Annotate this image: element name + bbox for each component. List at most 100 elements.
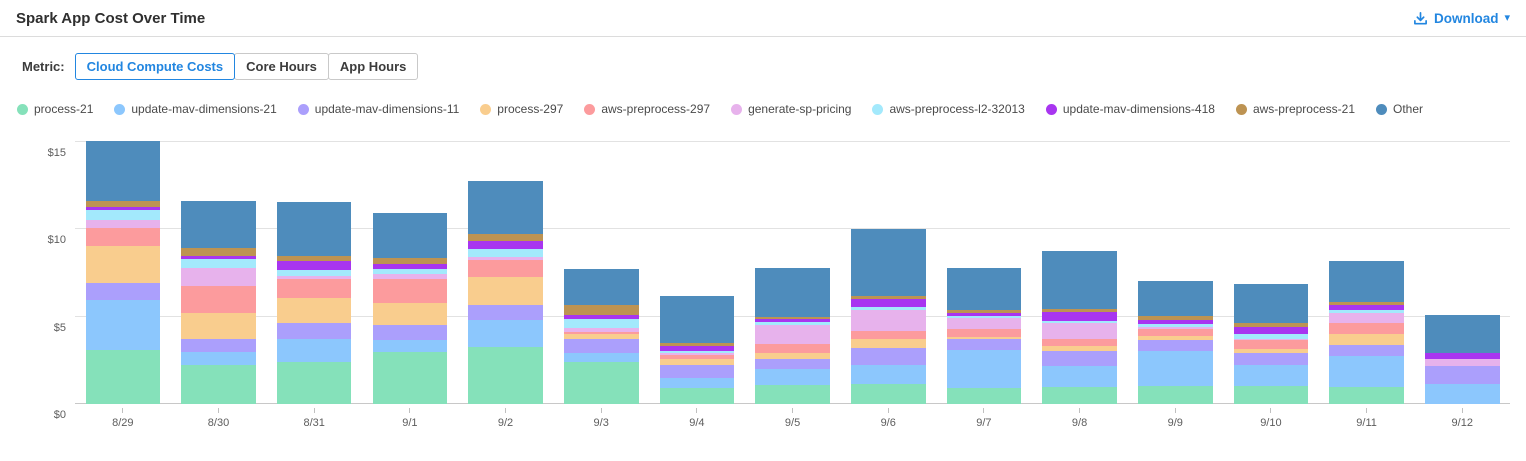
bar-segment-9-8-other[interactable] (1042, 251, 1117, 309)
bar-segment-9-10-process-297[interactable] (1233, 349, 1309, 354)
bar-segment-9-3-aws-preprocess-21[interactable] (563, 305, 639, 315)
bar-segment-8-29-process-297[interactable] (85, 245, 161, 283)
bar-segment-8-29-update-mav-dimensions-418[interactable] (85, 206, 161, 211)
bar-segment-8-30-aws-preprocess-21[interactable] (181, 247, 256, 256)
bar-segment-9-11-generate-sp-pricing[interactable] (1329, 313, 1404, 323)
bar-segment-9-7-other[interactable] (946, 267, 1022, 310)
bar-segment-9-4-generate-sp-pricing[interactable] (659, 353, 735, 356)
bar-segment-9-7-generate-sp-pricing[interactable] (946, 318, 1022, 329)
bar-segment-9-2-aws-preprocess-l2-32013[interactable] (468, 249, 543, 258)
bar-segment-9-8-update-mav-dimensions-418[interactable] (1042, 312, 1117, 322)
bar-segment-8-31-update-mav-dimensions-418[interactable] (276, 260, 352, 270)
bar-segment-9-8-process-21[interactable] (1042, 386, 1117, 404)
legend-item-aws-preprocess-l2-32013[interactable]: aws-preprocess-l2-32013 (872, 102, 1025, 116)
bar-segment-9-1-process-21[interactable] (372, 351, 448, 404)
bar-segment-9-9-process-21[interactable] (1137, 385, 1213, 404)
bar-segment-9-11-update-mav-dimensions-11[interactable] (1329, 344, 1404, 356)
bar-segment-8-30-update-mav-dimensions-11[interactable] (181, 339, 256, 353)
bar-segment-9-8-process-297[interactable] (1042, 346, 1117, 351)
bar-segment-9-9-update-mav-dimensions-418[interactable] (1137, 320, 1213, 324)
bar-segment-8-29-update-mav-dimensions-21[interactable] (85, 300, 161, 350)
bar-segment-9-5-other[interactable] (755, 267, 830, 317)
bar-segment-9-7-process-297[interactable] (946, 336, 1022, 340)
legend-item-generate-sp-pricing[interactable]: generate-sp-pricing (731, 102, 851, 116)
bar-segment-8-30-aws-preprocess-l2-32013[interactable] (181, 259, 256, 268)
bar-segment-9-12-other[interactable] (1424, 314, 1500, 354)
bar-segment-8-31-update-mav-dimensions-11[interactable] (276, 322, 352, 340)
bar-segment-9-9-aws-preprocess-l2-32013[interactable] (1137, 323, 1213, 328)
download-button[interactable]: Download ▾ (1413, 11, 1510, 26)
bar-segment-8-31-update-mav-dimensions-21[interactable] (276, 339, 352, 363)
bar-segment-9-3-update-mav-dimensions-418[interactable] (563, 315, 639, 320)
bar-segment-9-8-aws-preprocess-21[interactable] (1042, 308, 1117, 313)
legend-item-process-21[interactable]: process-21 (17, 102, 93, 116)
bar-segment-9-12-generate-sp-pricing[interactable] (1424, 359, 1500, 367)
bar-segment-9-1-aws-preprocess-l2-32013[interactable] (372, 268, 448, 274)
bar-segment-9-1-aws-preprocess-21[interactable] (372, 258, 448, 265)
bar-segment-9-3-process-21[interactable] (563, 362, 639, 404)
bar-segment-9-12-update-mav-dimensions-21[interactable] (1424, 383, 1500, 404)
bar-segment-9-5-process-297[interactable] (755, 353, 830, 360)
bar-segment-9-2-update-mav-dimensions-418[interactable] (468, 240, 543, 250)
bar-segment-9-10-update-mav-dimensions-418[interactable] (1233, 327, 1309, 335)
bar-segment-9-12-update-mav-dimensions-11[interactable] (1424, 366, 1500, 384)
bar-segment-9-1-generate-sp-pricing[interactable] (372, 273, 448, 280)
bar-segment-9-11-update-mav-dimensions-21[interactable] (1329, 355, 1404, 387)
bar-segment-9-8-generate-sp-pricing[interactable] (1042, 322, 1117, 339)
bar-segment-9-5-generate-sp-pricing[interactable] (755, 324, 830, 344)
bar-segment-9-6-aws-preprocess-l2-32013[interactable] (850, 307, 926, 310)
bar-segment-8-31-aws-preprocess-21[interactable] (276, 255, 352, 261)
bar-segment-9-6-other[interactable] (850, 229, 926, 296)
bar-segment-8-30-other[interactable] (181, 201, 256, 248)
bar-segment-9-2-generate-sp-pricing[interactable] (468, 257, 543, 260)
bar-segment-9-7-update-mav-dimensions-418[interactable] (946, 313, 1022, 316)
bar-segment-9-6-aws-preprocess-297[interactable] (850, 330, 926, 339)
bar-segment-9-6-aws-preprocess-21[interactable] (850, 295, 926, 300)
bar-segment-9-5-aws-preprocess-21[interactable] (755, 316, 830, 320)
bar-segment-8-30-process-21[interactable] (181, 364, 256, 404)
bar-segment-9-11-aws-preprocess-297[interactable] (1329, 322, 1404, 335)
bar-segment-9-7-aws-preprocess-l2-32013[interactable] (946, 315, 1022, 319)
bar-segment-9-3-aws-preprocess-l2-32013[interactable] (563, 319, 639, 329)
bar-segment-9-8-update-mav-dimensions-21[interactable] (1042, 365, 1117, 387)
bar-segment-9-4-update-mav-dimensions-21[interactable] (659, 377, 735, 389)
bar-segment-9-5-process-21[interactable] (755, 384, 830, 404)
bar-segment-8-31-process-21[interactable] (276, 362, 352, 404)
bar-segment-9-6-generate-sp-pricing[interactable] (850, 309, 926, 331)
bar-segment-9-9-generate-sp-pricing[interactable] (1137, 327, 1213, 329)
bar-segment-8-29-aws-preprocess-297[interactable] (85, 227, 161, 246)
bar-segment-8-31-aws-preprocess-297[interactable] (276, 279, 352, 298)
bar-segment-9-7-aws-preprocess-297[interactable] (946, 328, 1022, 337)
bar-segment-8-29-generate-sp-pricing[interactable] (85, 219, 161, 228)
bar-segment-9-2-process-21[interactable] (468, 347, 543, 404)
bar-segment-9-10-update-mav-dimensions-11[interactable] (1233, 353, 1309, 365)
bar-segment-9-6-process-297[interactable] (850, 338, 926, 349)
bar-segment-9-2-aws-preprocess-297[interactable] (468, 259, 543, 278)
bar-segment-9-5-update-mav-dimensions-21[interactable] (755, 369, 830, 385)
bar-segment-9-7-aws-preprocess-21[interactable] (946, 309, 1022, 314)
legend-item-aws-preprocess-297[interactable]: aws-preprocess-297 (584, 102, 710, 116)
bar-segment-9-9-process-297[interactable] (1137, 335, 1213, 341)
bar-segment-9-10-aws-preprocess-21[interactable] (1233, 322, 1309, 328)
legend-item-update-mav-dimensions-418[interactable]: update-mav-dimensions-418 (1045, 102, 1215, 116)
bar-segment-9-3-generate-sp-pricing[interactable] (563, 328, 639, 332)
bar-segment-9-10-process-21[interactable] (1233, 385, 1309, 404)
bar-segment-9-1-process-297[interactable] (372, 302, 448, 326)
bar-segment-9-9-other[interactable] (1137, 280, 1213, 316)
bar-segment-9-7-process-21[interactable] (946, 388, 1022, 404)
metric-option-cloud-compute-costs[interactable]: Cloud Compute Costs (74, 53, 236, 80)
bar-segment-9-10-aws-preprocess-l2-32013[interactable] (1233, 334, 1309, 339)
bar-segment-9-10-aws-preprocess-297[interactable] (1233, 340, 1309, 350)
bar-segment-9-9-aws-preprocess-297[interactable] (1137, 328, 1213, 336)
bar-segment-9-8-aws-preprocess-297[interactable] (1042, 338, 1117, 347)
bar-segment-8-31-other[interactable] (276, 202, 352, 256)
bar-segment-9-1-update-mav-dimensions-21[interactable] (372, 340, 448, 352)
bar-segment-9-3-update-mav-dimensions-21[interactable] (563, 353, 639, 363)
bar-segment-9-2-aws-preprocess-21[interactable] (468, 233, 543, 241)
bar-segment-9-11-aws-preprocess-l2-32013[interactable] (1329, 309, 1404, 314)
bar-segment-9-7-update-mav-dimensions-11[interactable] (946, 339, 1022, 350)
bar-segment-9-2-process-297[interactable] (468, 277, 543, 306)
bar-segment-8-29-aws-preprocess-21[interactable] (85, 201, 161, 207)
bar-segment-9-4-other[interactable] (659, 295, 735, 343)
bar-segment-9-11-process-21[interactable] (1329, 386, 1404, 404)
